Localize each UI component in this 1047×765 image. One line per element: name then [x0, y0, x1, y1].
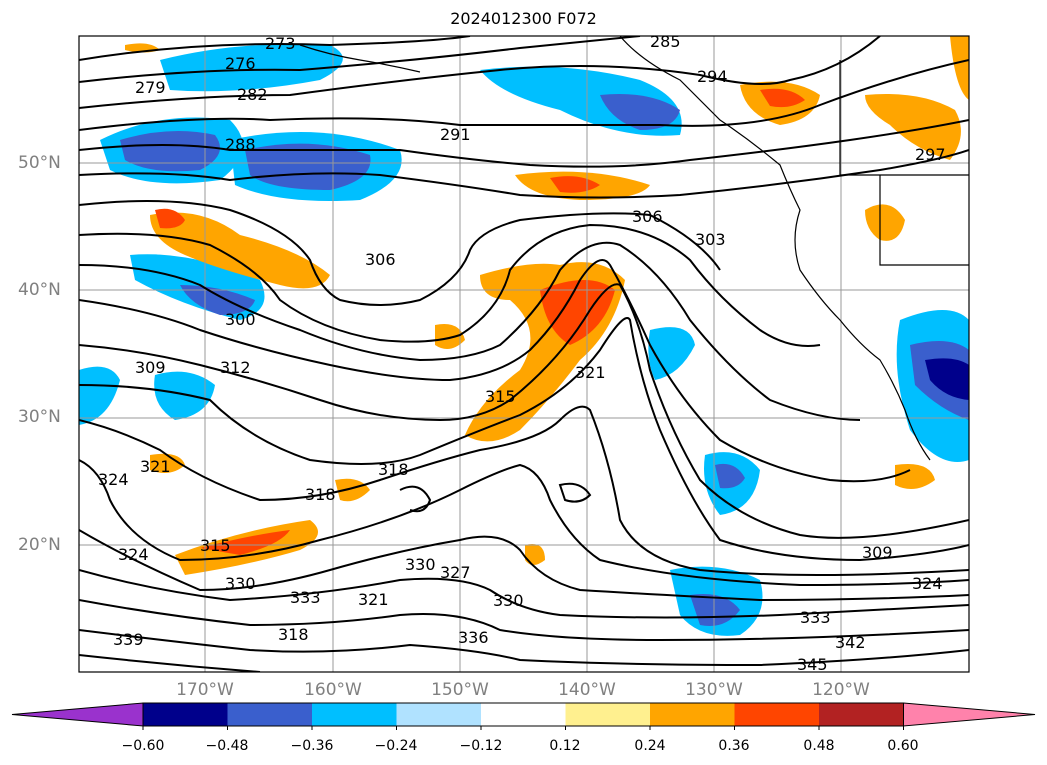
contour-label: 315 [200, 536, 231, 555]
contour-label: 315 [485, 387, 516, 406]
colorbar-tick: −0.60 [121, 738, 165, 754]
shading-positive [125, 36, 969, 575]
colorbar-segment [396, 703, 481, 726]
contour-label: 273 [265, 34, 296, 53]
colorbar-tick: −0.36 [290, 738, 334, 754]
contour-label: 306 [365, 250, 396, 269]
contour-label: 333 [800, 608, 831, 627]
lon-label: 130°W [685, 680, 743, 700]
contour-label: 336 [458, 628, 489, 647]
colorbar-tick: −0.24 [374, 738, 418, 754]
contour-label: 285 [650, 32, 681, 51]
contour-label: 327 [440, 563, 471, 582]
graticule [79, 36, 969, 672]
colorbar-segment [650, 703, 735, 726]
contour-label: 288 [225, 135, 256, 154]
contour-label: 318 [378, 460, 409, 479]
colorbar-segment [565, 703, 650, 726]
colorbar-tick: −0.48 [205, 738, 249, 754]
lat-label: 30°N [18, 407, 61, 427]
lon-label: 120°W [812, 680, 870, 700]
map-title: 2024012300 F072 [450, 9, 597, 28]
contour-label: 324 [118, 545, 149, 564]
colorbar-tick: 0.60 [887, 738, 919, 754]
colorbar-tick: 0.48 [803, 738, 835, 754]
lat-label: 50°N [18, 153, 61, 173]
contour-label: 330 [493, 591, 524, 610]
contour-label: 321 [140, 457, 171, 476]
contour-label: 321 [575, 363, 606, 382]
contour-label: 318 [305, 485, 336, 504]
contour-label: 279 [135, 78, 166, 97]
map-frame [78, 35, 970, 673]
lon-label: 160°W [304, 680, 362, 700]
contour-label: 339 [113, 630, 144, 649]
colorbar-tick: −0.12 [459, 738, 503, 754]
contour-label: 303 [695, 230, 726, 249]
contour-label: 309 [135, 358, 166, 377]
contour-label: 306 [632, 207, 663, 226]
contour-label: 312 [220, 358, 251, 377]
contour-label: 345 [797, 655, 828, 674]
contour-label: 294 [697, 67, 728, 86]
colorbar-extend-high [903, 702, 1036, 727]
contour-label: 324 [98, 470, 129, 489]
lat-label: 20°N [18, 535, 61, 555]
contour-label: 309 [862, 543, 893, 562]
lon-label: 170°W [176, 680, 234, 700]
colorbar-extend-low [11, 702, 144, 727]
colorbar-frame [142, 702, 904, 727]
contour-label: 300 [225, 310, 256, 329]
lat-label: 40°N [18, 280, 61, 300]
contour-label: 330 [225, 574, 256, 593]
map-canvas: 273 276 279 282 285 288 291 294 297 300 … [78, 32, 970, 674]
lon-label: 140°W [558, 680, 616, 700]
colorbar-tick: 0.24 [634, 738, 666, 754]
colorbar-segment [143, 703, 228, 726]
lon-label: 150°W [431, 680, 489, 700]
colorbar-segment [819, 703, 904, 726]
contour-label: 342 [835, 633, 866, 652]
height-contours [79, 36, 969, 672]
contour-labels: 273 276 279 282 285 288 291 294 297 300 … [98, 32, 946, 674]
colorbar-tick: 0.12 [549, 738, 581, 754]
colorbar-segment [734, 703, 819, 726]
contour-label: 282 [237, 85, 268, 104]
contour-label: 276 [225, 54, 256, 73]
contour-label: 333 [290, 588, 321, 607]
contour-label: 318 [278, 625, 309, 644]
colorbar-segment [312, 703, 397, 726]
colorbar-segment [227, 703, 312, 726]
contour-label: 330 [405, 555, 436, 574]
contour-label: 291 [440, 125, 471, 144]
colorbar-segment [481, 703, 566, 726]
contour-label: 321 [358, 590, 389, 609]
colorbar-tick: 0.36 [718, 738, 750, 754]
contour-label: 324 [912, 574, 943, 593]
contour-label: 297 [915, 145, 946, 164]
